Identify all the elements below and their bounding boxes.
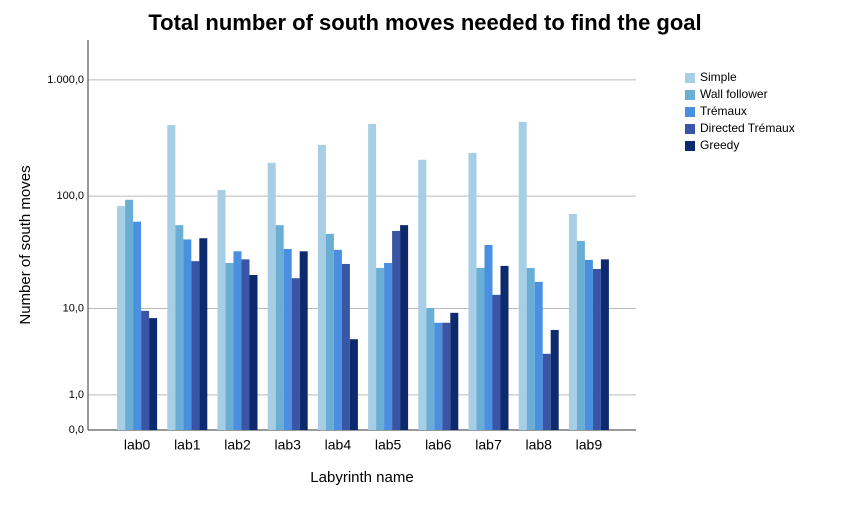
bar (125, 199, 134, 430)
legend-label: Trémaux (700, 104, 747, 118)
bar (576, 240, 585, 430)
bar (299, 251, 308, 430)
bar (291, 278, 300, 430)
bar (275, 225, 284, 430)
x-tick-label: lab3 (274, 437, 301, 453)
y-tick-label: 1.000,0 (47, 74, 84, 86)
y-tick-label: 0,0 (69, 424, 84, 436)
bar (450, 312, 459, 430)
bar (468, 152, 477, 430)
chart-title: Total number of south moves needed to fi… (148, 10, 701, 35)
bar (333, 249, 342, 430)
bar (149, 318, 158, 430)
legend-swatch (685, 107, 695, 117)
bar (376, 267, 385, 430)
bar (325, 233, 334, 430)
bar (117, 206, 126, 430)
bar (317, 144, 326, 430)
x-tick-label: lab8 (525, 437, 552, 453)
y-tick-label: 10,0 (63, 302, 84, 314)
legend-label: Greedy (700, 138, 739, 152)
bar (167, 125, 176, 431)
bar (526, 267, 535, 430)
bar (600, 259, 609, 430)
bar (492, 294, 501, 430)
x-tick-label: lab0 (124, 437, 151, 453)
x-tick-label: lab5 (375, 437, 402, 453)
x-tick-label: lab4 (325, 437, 352, 453)
bar (199, 238, 208, 430)
x-tick-label: lab1 (174, 437, 201, 453)
bar (392, 230, 401, 430)
bar (534, 281, 543, 430)
bar (241, 259, 250, 430)
bar (592, 268, 601, 430)
bar (500, 265, 509, 430)
bar (217, 190, 226, 430)
bar (568, 214, 577, 430)
x-tick-label: lab2 (224, 437, 251, 453)
x-tick-label: lab6 (425, 437, 452, 453)
bar (426, 308, 435, 430)
legend-swatch (685, 73, 695, 83)
bar (249, 275, 258, 430)
bar (267, 162, 276, 430)
bar (434, 322, 443, 430)
bar (141, 310, 150, 430)
bar (442, 322, 451, 430)
bar (349, 339, 358, 430)
bar (233, 251, 242, 430)
legend-label: Simple (700, 70, 737, 84)
bar (225, 262, 234, 430)
y-tick-label: 100,0 (56, 190, 84, 202)
bar (584, 259, 593, 430)
bar (550, 329, 559, 430)
bar (518, 121, 527, 430)
legend-label: Wall follower (700, 87, 768, 101)
legend-swatch (685, 124, 695, 134)
bar (418, 159, 427, 430)
bar (384, 262, 393, 430)
bar (175, 225, 184, 430)
bar (191, 261, 200, 430)
y-axis-label: Number of south moves (17, 165, 34, 324)
bar (476, 267, 485, 430)
legend-swatch (685, 90, 695, 100)
bar (542, 353, 551, 430)
bar (368, 123, 377, 430)
legend-swatch (685, 141, 695, 151)
y-tick-label: 1,0 (69, 389, 84, 401)
bar (341, 263, 350, 430)
bar (283, 248, 292, 430)
x-tick-label: lab7 (475, 437, 502, 453)
x-axis-label: Labyrinth name (310, 469, 413, 486)
bar (183, 239, 192, 430)
bar (133, 221, 142, 430)
x-tick-label: lab9 (576, 437, 603, 453)
bar (400, 225, 409, 430)
legend-label: Directed Trémaux (700, 121, 795, 135)
bar (484, 245, 493, 430)
